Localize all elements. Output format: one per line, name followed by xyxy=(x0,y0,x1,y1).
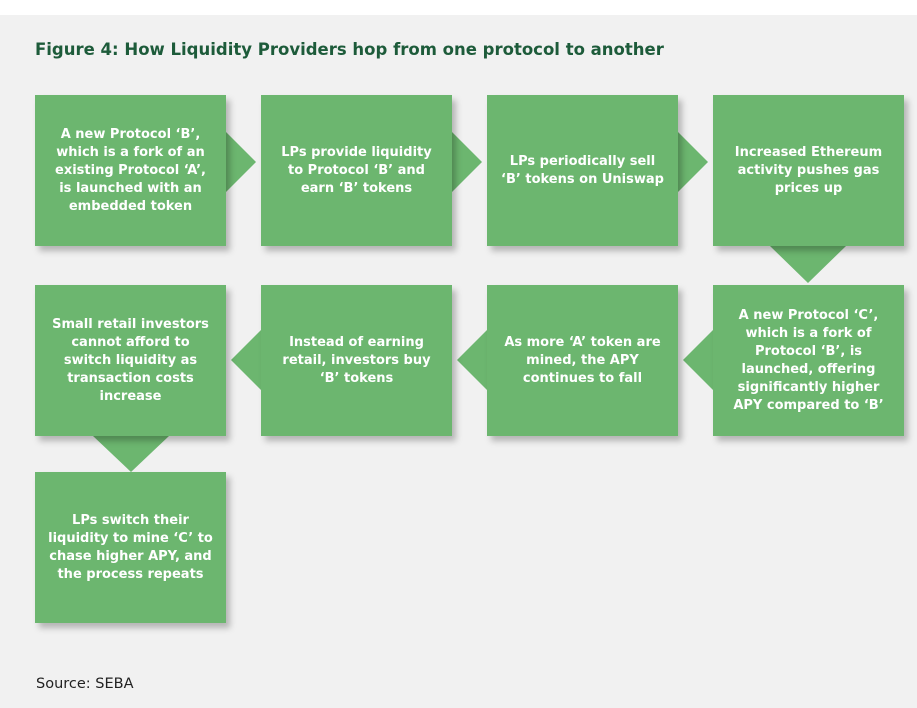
step-box: LPs switch their liquidity to mine ‘C’ t… xyxy=(35,472,226,623)
arrow xyxy=(226,132,256,192)
arrow xyxy=(93,436,169,472)
step-box: A new Protocol ‘B’, which is a fork of a… xyxy=(35,95,226,246)
step-box: As more ‘A’ token are mined, the APY con… xyxy=(487,285,678,436)
arrow xyxy=(231,330,261,390)
step-box: Small retail investors cannot afford to … xyxy=(35,285,226,436)
step-box: LPs provide liquidity to Protocol ‘B’ an… xyxy=(261,95,452,246)
arrow xyxy=(770,246,846,283)
step-box: Instead of earning retail, investors buy… xyxy=(261,285,452,436)
arrow xyxy=(678,132,708,192)
step-box: Increased Ethereum activity pushes gas p… xyxy=(713,95,904,246)
arrow xyxy=(457,330,487,390)
arrow xyxy=(683,330,713,390)
source-note: Source: SEBA xyxy=(36,676,134,692)
step-box: A new Protocol ‘C’, which is a fork of P… xyxy=(713,285,904,436)
arrow xyxy=(452,132,482,192)
figure-title: Figure 4: How Liquidity Providers hop fr… xyxy=(35,40,664,59)
step-box: LPs periodically sell ‘B’ tokens on Unis… xyxy=(487,95,678,246)
